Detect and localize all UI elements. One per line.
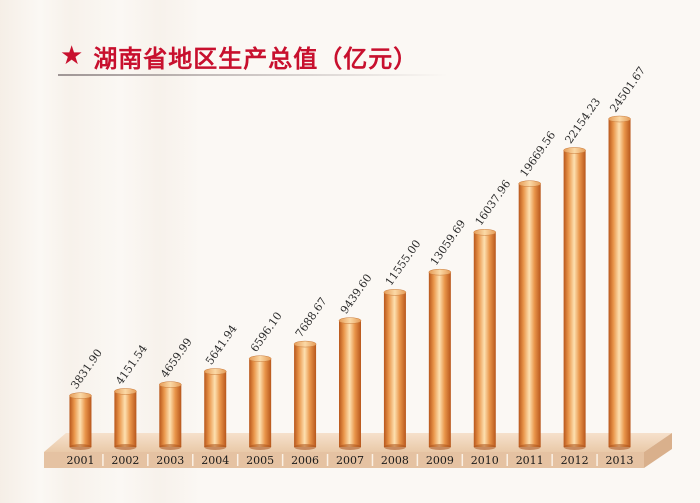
bar-base-2005: [249, 444, 272, 450]
value-label: 19669.56: [518, 129, 559, 179]
value-label: 3831.90: [68, 347, 105, 392]
x-tick-label: 2011: [516, 454, 544, 467]
bar-cap-2011: [518, 180, 541, 187]
bar-2010: [473, 232, 496, 447]
bar-cap-2002: [114, 388, 137, 395]
bar-cap-2003: [159, 381, 182, 388]
value-label: 11555.00: [383, 238, 424, 288]
x-tick-label: 2009: [426, 454, 454, 467]
x-tick-label: 2012: [561, 454, 589, 467]
bar-base-2002: [114, 444, 137, 450]
bar-base-2004: [204, 444, 227, 450]
x-axis: 2001 2002 2003 2004 2005 2006 2007 2008 2009 2010…: [66, 454, 634, 467]
value-label: 16037.96: [473, 178, 514, 228]
x-tick-label: 2007: [336, 454, 364, 467]
bar-cap-2007: [338, 317, 362, 324]
bar-cap-2006: [293, 340, 317, 348]
bar-base-2012: [563, 444, 586, 450]
bar-base-2003: [159, 444, 182, 450]
value-label: 6596.10: [248, 310, 285, 355]
bar-base-2009: [428, 444, 451, 450]
bar-base-2001: [69, 444, 92, 450]
x-tick-label: 2001: [66, 454, 94, 467]
bar-2003: [159, 384, 182, 447]
bar-cap-2005: [248, 355, 272, 362]
bar-base-2008: [383, 444, 406, 450]
bar-2009: [428, 272, 451, 447]
bar-2008: [383, 292, 406, 447]
value-label: 7688.67: [293, 295, 330, 340]
bar-2001: [69, 395, 92, 447]
bar-base-2013: [608, 444, 631, 450]
bar-cap-2001: [69, 392, 92, 399]
value-label: 4151.54: [113, 342, 150, 387]
bar-2011: [518, 183, 541, 447]
chart-title: 湖南省地区生产总值（亿元）: [93, 44, 419, 73]
x-tick-label: 2013: [606, 454, 634, 467]
value-label: 24501.67: [607, 64, 648, 114]
bar-cap-2008: [383, 289, 407, 296]
bars-group: [69, 115, 631, 450]
title-underline: [58, 74, 448, 76]
x-tick-label: 2003: [156, 454, 184, 467]
bar-cap-2010: [473, 229, 497, 236]
bar-2013: [608, 119, 631, 447]
floor-side: [644, 433, 672, 468]
value-label: 5641.94: [203, 322, 240, 367]
bar-2004: [204, 371, 227, 447]
bar-2002: [114, 391, 137, 447]
bar-base-2011: [518, 444, 541, 450]
x-tick-label: 2006: [291, 454, 319, 467]
value-label: 22154.23: [562, 96, 603, 146]
chart-title-block: ★ 湖南省地区生产总值（亿元）: [60, 36, 418, 76]
value-label: 13059.69: [428, 217, 469, 267]
bar-cap-2012: [563, 147, 586, 154]
axis-band: [44, 452, 644, 468]
x-tick-label: 2005: [246, 454, 274, 467]
star-icon: ★: [60, 41, 84, 71]
bar-base-2007: [339, 444, 361, 450]
value-label: 9439.60: [338, 272, 375, 317]
bar-2007: [339, 320, 361, 447]
bar-base-2010: [473, 444, 496, 450]
bar-base-2006: [294, 444, 317, 450]
bar-cap-2009: [428, 268, 452, 276]
x-tick-label: 2010: [471, 454, 499, 467]
value-label: 4659.99: [158, 336, 195, 381]
bar-2006: [294, 344, 317, 447]
bar-2012: [563, 150, 586, 447]
x-tick-label: 2002: [111, 454, 139, 467]
x-tick-label: 2008: [381, 454, 409, 467]
x-tick-label: 2004: [201, 454, 229, 467]
bar-cap-2004: [203, 368, 227, 375]
bar-cap-2013: [608, 115, 631, 123]
bar-2005: [249, 358, 272, 447]
